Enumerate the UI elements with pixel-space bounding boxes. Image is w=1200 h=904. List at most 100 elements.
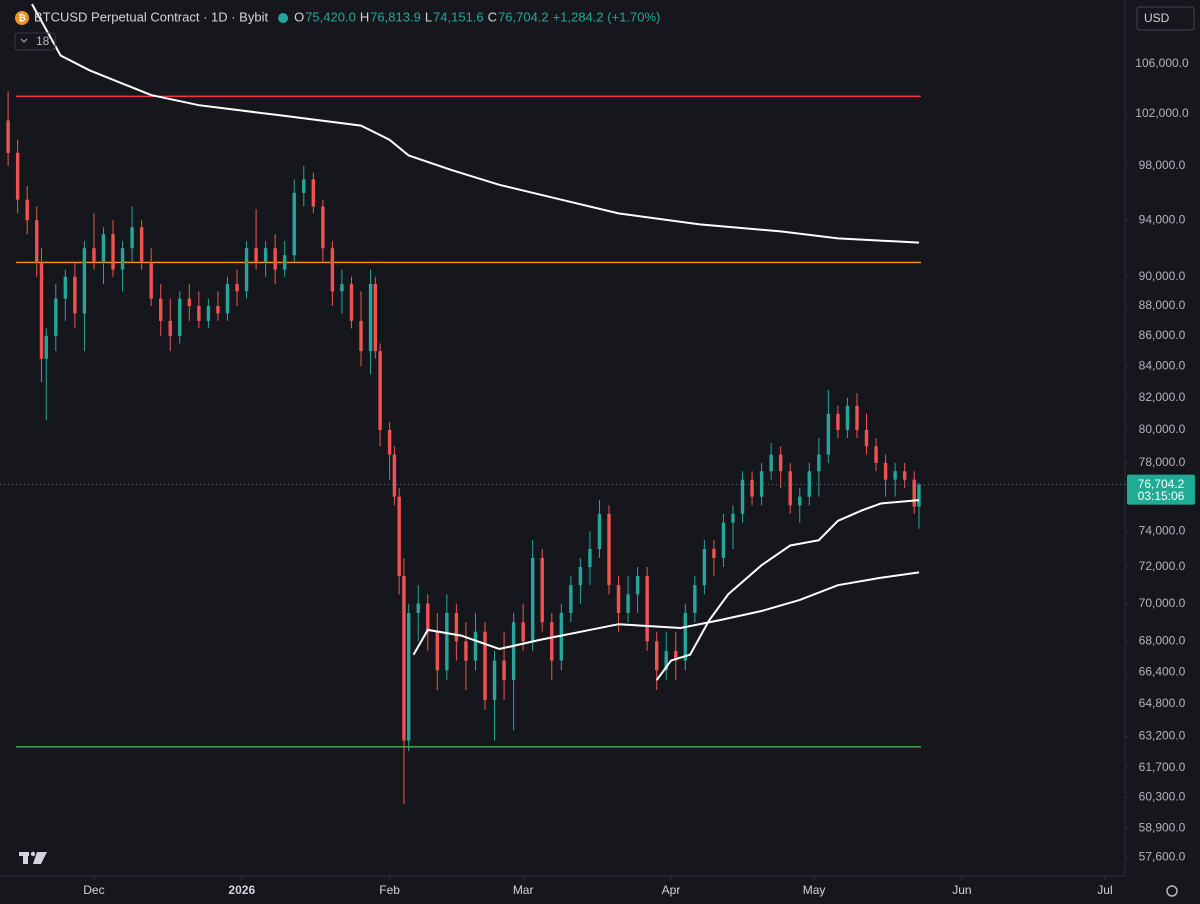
chart-title: BTCUSD Perpetual Contract · 1D · Bybit [34,9,268,24]
x-tick-label: Feb [379,883,400,897]
candle-body [101,234,106,263]
logo-part [30,851,36,857]
candle-body [693,585,697,613]
candle-body [397,496,401,577]
legend-label: H [360,9,369,24]
candle-body [883,462,888,480]
candle-body [702,549,707,586]
candle-body [273,248,277,270]
indicator-toggle[interactable] [14,32,56,51]
x-tick-label: Jun [952,883,971,897]
candle-body [82,248,87,314]
bitcoin-icon [15,11,29,25]
currency-button[interactable] [1136,6,1195,31]
candle-body [788,471,792,506]
candle-body [359,320,363,352]
candle-body [283,255,287,270]
candle-body [731,513,735,523]
y-tick-label: 74,000.0 [1139,524,1186,538]
candle-body [311,179,316,207]
x-tick-label: Jul [1097,883,1112,897]
candle-body [368,284,373,352]
candle-body [626,594,630,613]
candle-body [92,248,96,263]
candle-body [559,612,564,661]
y-tick-label: 106,000.0 [1135,56,1189,70]
candle-body [321,206,325,249]
x-tick-label: Dec [83,883,104,897]
y-tick-label: 70,000.0 [1139,596,1186,610]
candle-body [826,413,831,455]
candle-body [130,227,134,249]
logo-part [33,852,47,864]
candle-body [206,306,211,321]
y-tick-label: 57,600.0 [1139,849,1186,863]
candle-body [216,306,220,314]
candle-body [178,298,182,336]
candle-body [197,306,201,321]
candle-body [902,471,907,480]
y-tick-label: 63,200.0 [1139,729,1186,743]
candle-body [25,199,29,221]
candle-body [917,484,921,507]
y-tick-label: 58,900.0 [1139,820,1186,834]
y-tick-label: 64,800.0 [1139,696,1186,710]
candle-body [502,660,506,681]
currency-label: USD [1144,11,1170,25]
candle-body [426,603,430,632]
candle-body [373,284,378,352]
candle-body [187,298,192,307]
candle-body [39,262,44,359]
candle-body [530,557,535,642]
candle-body [473,631,478,661]
candle-body [111,234,115,270]
indicator-count: 18 [36,34,50,48]
settings-icon[interactable] [1166,885,1178,897]
candle-body [44,335,48,359]
candle-body [149,262,153,299]
candle-body [6,120,10,153]
candle-body [769,454,773,472]
candle-body [664,650,668,671]
candle-body [15,152,20,200]
tradingview-logo [19,851,47,864]
legend-value: 74,151.6 [433,9,484,24]
candle-body [120,248,125,270]
y-tick-label: 84,000.0 [1139,359,1186,373]
candle-body [817,454,821,472]
legend-value: 75,420.0 [305,9,356,24]
candle-body [864,429,869,447]
candle-body [550,622,554,661]
candle-body [597,513,602,550]
candle-body [492,660,497,700]
candle-body [340,284,344,292]
candle-body [635,576,640,595]
candle-body [302,179,306,193]
candle-body [874,446,878,463]
y-tick-label: 60,300.0 [1139,790,1186,804]
candle-body [912,479,916,507]
candle-body [402,576,406,741]
legend-label: O [294,9,304,24]
candle-body [588,549,592,567]
candle-body [893,471,897,480]
candle-body [645,576,649,642]
price-tag-value: 76,704.2 [1138,477,1185,491]
candle-body [159,298,163,321]
candle-body [569,585,573,613]
candle-body [435,631,440,671]
candle-body [836,413,840,430]
candle-body [168,320,172,336]
moving-average [655,499,920,681]
y-tick-label: 94,000.0 [1139,212,1186,226]
legend-change: +1,284.2 (+1.70%) [553,9,661,24]
price-tag-countdown: 03:15:06 [1138,489,1185,503]
x-tick-label: Mar [513,883,534,897]
candle-body [540,557,544,623]
moving-average [412,571,920,656]
candle-body [416,603,420,613]
y-tick-label: 61,700.0 [1139,760,1186,774]
candle-body [654,641,659,671]
price-tag [1127,474,1195,505]
